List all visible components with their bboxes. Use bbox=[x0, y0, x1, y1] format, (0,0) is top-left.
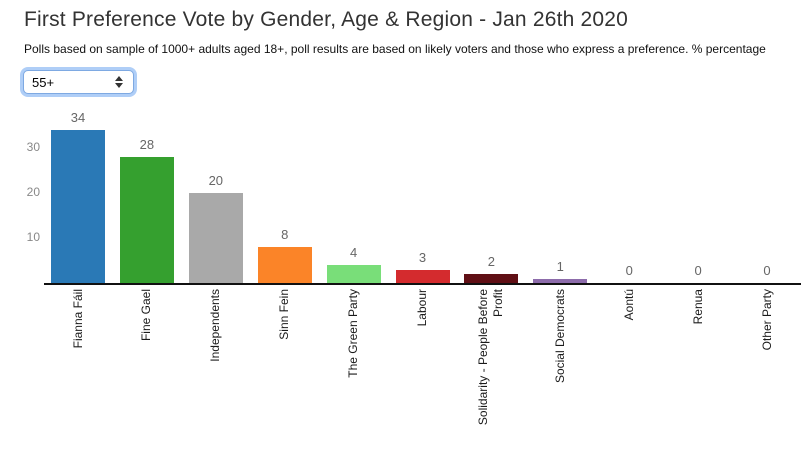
bar-fianna-f-il[interactable] bbox=[51, 130, 105, 283]
select-stepper-icon bbox=[115, 76, 123, 88]
bar-the-green-party[interactable] bbox=[326, 265, 381, 283]
bar-value-label: 3 bbox=[418, 249, 427, 265]
chevron-up-icon bbox=[115, 76, 123, 81]
x-axis-label: Independents bbox=[208, 289, 223, 362]
bar-value-label: 0 bbox=[694, 263, 702, 278]
x-axis-label: Fine Gael bbox=[139, 289, 154, 342]
x-axis-label: Fianna Fáil bbox=[70, 289, 85, 349]
y-axis-tick-label: 20 bbox=[26, 185, 40, 199]
y-axis-tick-label: 10 bbox=[26, 230, 40, 244]
x-axis-line bbox=[44, 283, 801, 285]
bar-value-label: 0 bbox=[625, 263, 633, 278]
bar-value-label: 4 bbox=[349, 245, 358, 260]
bar-independents[interactable] bbox=[188, 193, 243, 283]
bar-value-label: 20 bbox=[208, 173, 224, 188]
bar-value-label: 8 bbox=[281, 227, 289, 242]
bar-value-label: 1 bbox=[556, 258, 564, 274]
x-axis-label: Solidarity - People Before Profit bbox=[476, 289, 506, 426]
bar-fine-gael[interactable] bbox=[119, 157, 174, 283]
x-axis-label: Social Democrats bbox=[552, 289, 567, 384]
x-axis-label: Sinn Fein bbox=[277, 289, 292, 340]
x-axis-label: Renua bbox=[690, 289, 705, 325]
bar-value-label: 2 bbox=[487, 254, 495, 269]
x-axis-label: Aontú bbox=[621, 289, 636, 321]
age-group-select[interactable]: 55+ bbox=[23, 70, 134, 94]
y-axis-tick-label: 30 bbox=[26, 140, 40, 154]
chevron-down-icon bbox=[115, 83, 123, 88]
x-axis-label: Labour bbox=[415, 289, 429, 327]
page-subtitle: Polls based on sample of 1000+ adults ag… bbox=[24, 42, 766, 56]
x-axis-label: Other Party bbox=[759, 289, 774, 351]
age-group-select-value: 55+ bbox=[32, 74, 55, 90]
bar-value-label: 28 bbox=[139, 137, 155, 152]
bar-value-label: 34 bbox=[70, 110, 86, 125]
page-title: First Preference Vote by Gender, Age & R… bbox=[24, 8, 629, 31]
bar-labour[interactable] bbox=[395, 269, 450, 283]
bar-sinn-fein[interactable] bbox=[257, 247, 312, 283]
x-axis-label: The Green Party bbox=[346, 289, 361, 378]
bar-value-label: 0 bbox=[763, 263, 771, 278]
bar-social-democrats[interactable] bbox=[533, 278, 588, 283]
bar-solidarity-people-before-profit[interactable] bbox=[464, 274, 519, 283]
